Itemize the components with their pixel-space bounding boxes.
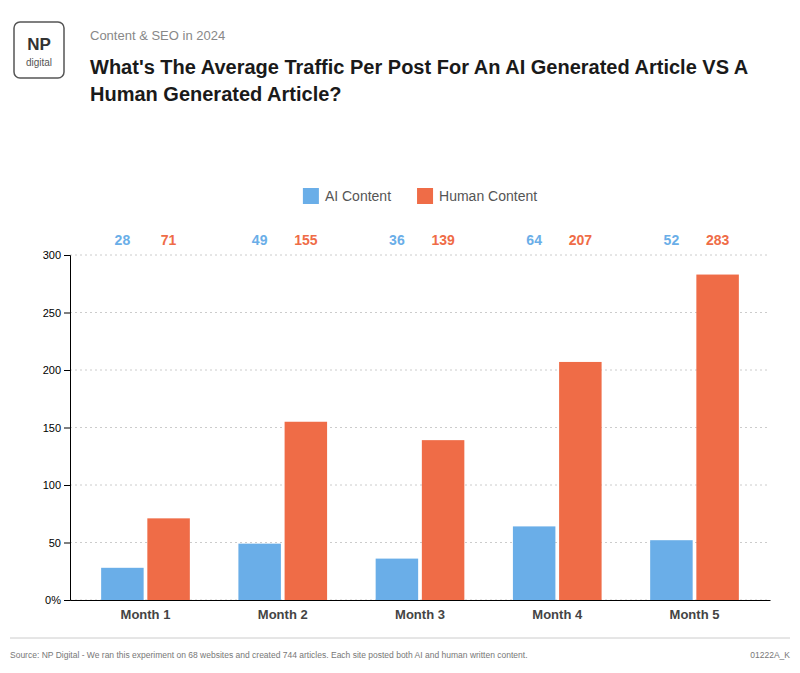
bar xyxy=(559,362,601,600)
y-tick-mark xyxy=(64,485,70,486)
y-tick-label: 150 xyxy=(43,422,61,434)
grid-line xyxy=(70,370,770,371)
x-axis: Month 1 Month 2 Month 3 Month 4 Month 5 xyxy=(71,601,771,623)
source-text: Source: NP Digital - We ran this experim… xyxy=(10,650,528,660)
footer-separator xyxy=(10,638,790,639)
title-line: Human Generated Article? xyxy=(90,83,342,105)
title: What's The Average Traffic Per Post For … xyxy=(90,56,748,105)
y-tick-mark xyxy=(64,428,70,429)
y-tick-mark xyxy=(64,255,70,256)
grid-line xyxy=(70,255,770,256)
footer: Source: NP Digital - We ran this experim… xyxy=(10,638,790,660)
data-labels: 28 49 36 64 52 71 155 139 207 283 xyxy=(115,232,730,248)
y-tick: 250 xyxy=(43,307,70,319)
y-axis-line xyxy=(64,256,71,601)
x-tick-label: Month 1 xyxy=(121,607,171,622)
bar xyxy=(101,568,143,600)
data-label: 207 xyxy=(569,232,593,248)
y-tick-label: 0% xyxy=(45,594,61,606)
y-tick: 50 xyxy=(49,537,70,549)
data-label: 283 xyxy=(706,232,730,248)
bar xyxy=(238,544,280,600)
y-tick-mark xyxy=(64,600,70,601)
bar xyxy=(422,440,464,600)
logo-subtext: digital xyxy=(26,57,52,68)
grid-line xyxy=(70,312,770,313)
bar xyxy=(147,518,189,600)
legend-item: AI Content xyxy=(303,188,391,204)
x-tick: Month 2 xyxy=(258,607,308,622)
x-tick: Month 1 xyxy=(121,607,171,622)
data-label: 71 xyxy=(161,232,177,248)
legend-label: Human Content xyxy=(439,188,537,204)
series-bars xyxy=(147,275,739,600)
data-label: 28 xyxy=(115,232,131,248)
plot: 0% 50 100 150 200 250 300 Month 1 Month 2 Month 3… xyxy=(43,232,771,622)
bar xyxy=(650,540,692,600)
series-bars xyxy=(101,526,693,600)
data-label: 36 xyxy=(389,232,405,248)
y-tick: 150 xyxy=(43,422,70,434)
y-tick: 300 xyxy=(43,249,70,261)
title-line: What's The Average Traffic Per Post For … xyxy=(90,56,748,78)
source-code: 01222A_K xyxy=(750,650,790,660)
logo-box xyxy=(14,22,64,78)
x-axis-line xyxy=(71,600,771,601)
bars xyxy=(101,275,739,600)
y-tick-label: 50 xyxy=(49,537,61,549)
y-tick-label: 200 xyxy=(43,364,61,376)
data-label: 64 xyxy=(526,232,542,248)
legend-swatch xyxy=(417,188,433,204)
grid xyxy=(70,255,770,600)
legend-swatch xyxy=(303,188,319,204)
grid-line xyxy=(70,485,770,486)
legend-item: Human Content xyxy=(417,188,537,204)
y-tick-label: 250 xyxy=(43,307,61,319)
bar xyxy=(696,275,738,600)
bar xyxy=(376,559,418,600)
bar xyxy=(285,422,327,600)
bar xyxy=(513,526,555,600)
data-label: 49 xyxy=(252,232,268,248)
x-tick: Month 3 xyxy=(395,607,445,622)
x-tick: Month 5 xyxy=(670,607,720,622)
data-label: 52 xyxy=(664,232,680,248)
x-tick-label: Month 4 xyxy=(532,607,583,622)
x-tick-label: Month 2 xyxy=(258,607,308,622)
x-tick-label: Month 3 xyxy=(395,607,445,622)
y-tick: 0% xyxy=(45,594,70,606)
x-tick-label: Month 5 xyxy=(670,607,720,622)
y-tick: 100 xyxy=(43,479,70,491)
y-tick-label: 100 xyxy=(43,479,61,491)
y-axis: 0% 50 100 150 200 250 300 xyxy=(43,249,71,606)
y-tick-label: 300 xyxy=(43,249,61,261)
legend-label: AI Content xyxy=(325,188,391,204)
y-tick: 200 xyxy=(43,364,70,376)
legend: AI Content Human Content xyxy=(303,188,537,204)
y-tick-mark xyxy=(64,543,70,544)
data-label: 155 xyxy=(294,232,318,248)
subtitle: Content & SEO in 2024 xyxy=(90,28,225,43)
x-tick: Month 4 xyxy=(532,607,583,622)
logo: NP digital xyxy=(14,22,64,78)
chart-svg: NP digital Content & SEO in 2024 What's The… xyxy=(0,0,800,673)
grid-line xyxy=(70,427,770,428)
data-label: 139 xyxy=(431,232,455,248)
y-tick-mark xyxy=(64,313,70,314)
logo-text: NP xyxy=(27,35,51,54)
y-tick-mark xyxy=(64,370,70,371)
